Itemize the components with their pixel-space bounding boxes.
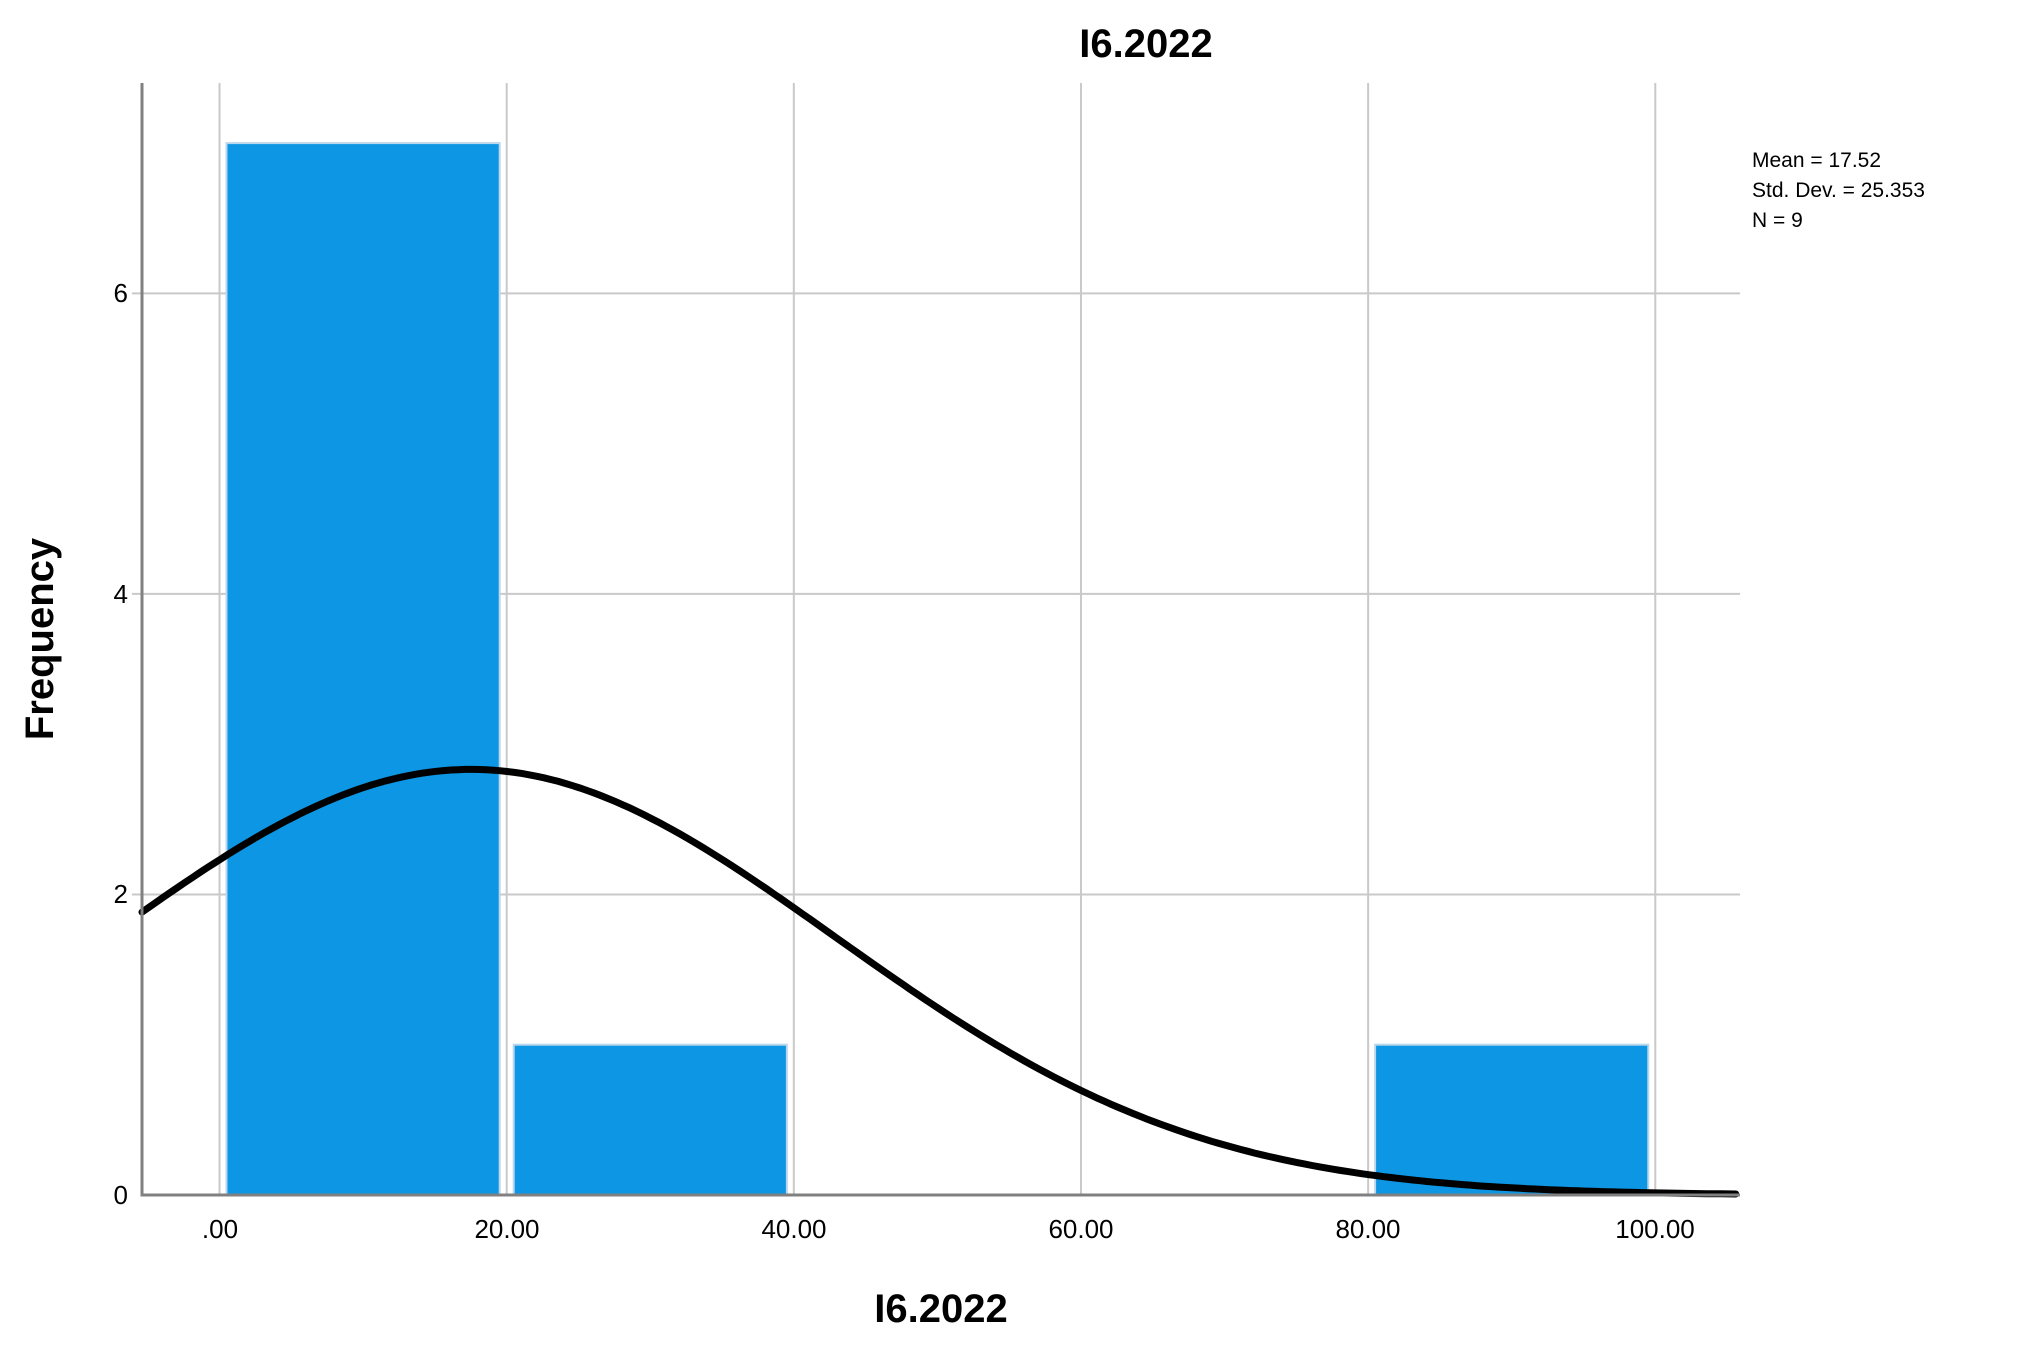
chart-title: I6.2022	[1079, 22, 1213, 66]
y-axis-tick-label: 2	[113, 879, 128, 909]
x-axis-tick-label: 20.00	[474, 1214, 540, 1244]
stat-mean: Mean = 17.52	[1752, 149, 1882, 172]
stat-std-dev: Std. Dev. = 25.353	[1752, 179, 1925, 202]
stat-n: N = 9	[1752, 209, 1803, 232]
histogram-bar	[512, 1043, 788, 1196]
stats-annotation: Mean = 17.52 Std. Dev. = 25.353 N = 9	[1752, 146, 2022, 236]
histogram-bar	[1374, 1043, 1650, 1196]
y-axis-tick-label: 0	[113, 1180, 128, 1210]
x-axis-tick-label: 40.00	[761, 1214, 827, 1244]
x-axis-tick-label: 60.00	[1048, 1214, 1114, 1244]
normal-curve	[138, 765, 1740, 1198]
y-axis-tick-label: 6	[113, 278, 128, 308]
x-axis-tick-label: 100.00	[1615, 1214, 1695, 1244]
x-axis-title: I6.2022	[874, 1287, 1008, 1331]
x-axis-tick-label: 80.00	[1335, 1214, 1401, 1244]
histogram-bar	[225, 142, 501, 1197]
x-axis-tick-label: .00	[201, 1214, 239, 1244]
y-axis-tick-label: 4	[113, 579, 128, 609]
